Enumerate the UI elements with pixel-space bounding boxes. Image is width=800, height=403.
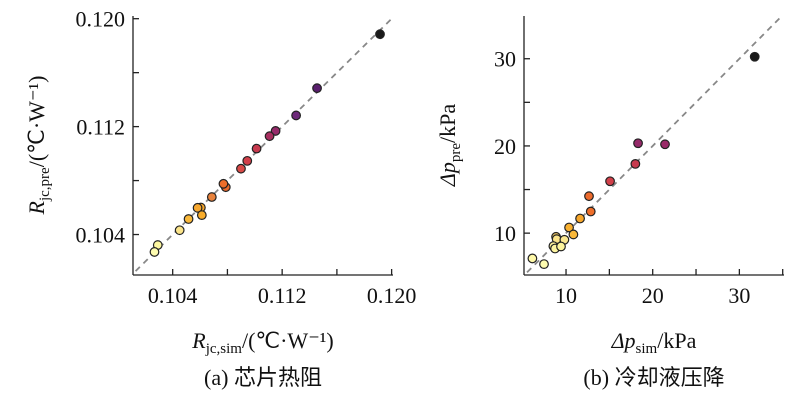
x-axis-label: Rjc,sim/(℃·W⁻¹): [191, 328, 333, 357]
data-point: [251, 143, 262, 154]
data-point: [149, 247, 160, 257]
x-axis-label: Δpsim/kPa: [611, 328, 697, 357]
y-axis-label: Δppre/kPa: [435, 104, 464, 187]
data-point: [192, 202, 203, 213]
y-tick-label: 30: [494, 47, 516, 72]
data-point: [218, 178, 229, 189]
data-point: [196, 210, 207, 221]
x-axis-label-unit: /kPa: [657, 328, 696, 353]
data-point: [242, 155, 253, 166]
data-point: [174, 225, 185, 236]
y-tick-label: 0.104: [76, 223, 126, 248]
data-point: [270, 126, 281, 136]
x-tick-label: 10: [555, 283, 577, 308]
y-axis-label-unit: /kPa: [435, 104, 460, 143]
data-point: [375, 29, 385, 40]
data-point: [291, 110, 302, 121]
data-point: [660, 139, 670, 150]
panel-caption: (a) 芯片热阻: [204, 365, 322, 390]
data-point: [312, 83, 322, 94]
y-axis-label-sub: pre: [448, 143, 464, 162]
data-point: [630, 159, 641, 169]
panel-caption: (b) 冷却液压降: [583, 365, 724, 390]
data-point: [556, 241, 566, 252]
reference-line-y-equals-x: [526, 15, 783, 274]
panel-a: 0.104 0.112 0.1200.1040.1120.120Rjc,sim/(℃…: [24, 7, 416, 390]
data-point: [264, 131, 275, 142]
data-point: [539, 259, 549, 269]
data-point: [527, 253, 538, 264]
x-axis-label-main: R: [191, 328, 206, 353]
y-tick-label: 20: [494, 134, 516, 159]
data-point: [749, 51, 760, 62]
x-tick-label: 0.120: [367, 283, 417, 308]
reference-line-y-equals-x: [134, 16, 394, 272]
y-tick-label: 10: [494, 221, 516, 246]
x-tick-label: 30: [728, 283, 750, 308]
y-tick-label: 0.112: [76, 115, 125, 140]
data-point: [206, 192, 217, 202]
data-point: [575, 213, 585, 224]
data-point: [633, 138, 643, 149]
y-axis-label-sub: jc,pre: [37, 167, 53, 202]
x-tick-label: 0.112: [258, 283, 307, 308]
data-point: [236, 163, 246, 174]
x-axis-label-main: Δp: [611, 328, 636, 353]
y-axis-label-main: Δp: [435, 162, 460, 187]
x-axis-label-unit: /(℃·W⁻¹): [242, 328, 334, 353]
data-point: [605, 176, 615, 187]
y-axis-label: Rjc,pre/(℃·W⁻¹): [24, 76, 53, 216]
y-axis-label-unit: /(℃·W⁻¹): [24, 76, 49, 168]
x-axis-label-sub: sim: [636, 341, 658, 357]
x-tick-label: 20: [642, 283, 664, 308]
data-point: [183, 214, 194, 224]
x-axis-label-sub: jc,sim: [205, 341, 243, 357]
y-tick-label: 0.120: [76, 7, 126, 32]
y-axis-label-main: R: [24, 200, 49, 215]
data-point: [568, 229, 579, 240]
data-point: [585, 206, 596, 217]
x-tick-label: 0.104: [148, 283, 198, 308]
data-point: [564, 222, 574, 233]
data-point: [584, 191, 594, 202]
